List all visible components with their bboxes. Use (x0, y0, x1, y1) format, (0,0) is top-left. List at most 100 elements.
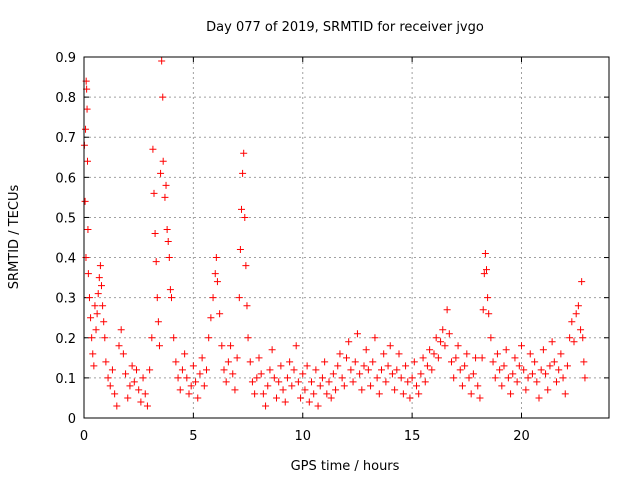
data-point (338, 374, 346, 382)
data-point (373, 374, 381, 382)
data-point (85, 294, 93, 302)
data-point (104, 374, 112, 382)
data-point (241, 213, 249, 221)
data-point (139, 374, 147, 382)
data-point (148, 334, 156, 342)
data-point (82, 125, 90, 133)
data-point (406, 394, 414, 402)
data-point (162, 181, 170, 189)
data-point (513, 378, 521, 386)
data-point (557, 350, 565, 358)
data-point (212, 254, 220, 262)
data-point (528, 370, 536, 378)
data-point (281, 398, 289, 406)
data-point (566, 334, 574, 342)
data-point (290, 366, 298, 374)
data-point (279, 386, 287, 394)
data-point (428, 366, 436, 374)
data-point (321, 358, 329, 366)
data-point (544, 386, 552, 394)
data-point (369, 358, 377, 366)
data-point (434, 354, 442, 362)
data-point (172, 358, 180, 366)
data-point (489, 358, 497, 366)
data-point (255, 354, 263, 362)
data-point (481, 250, 489, 258)
data-point (270, 374, 278, 382)
data-point (395, 350, 403, 358)
data-point (83, 105, 91, 113)
data-point (413, 382, 420, 390)
data-point (480, 270, 488, 278)
data-point (294, 378, 302, 386)
data-point (509, 370, 517, 378)
data-point (165, 254, 173, 262)
data-point (535, 394, 543, 402)
data-point (106, 382, 114, 390)
data-point (419, 354, 427, 362)
data-point (159, 157, 167, 165)
data-point (343, 354, 350, 362)
data-point (297, 394, 305, 402)
y-tick-label: 0.9 (55, 51, 76, 66)
data-point (108, 366, 116, 374)
data-point (334, 362, 342, 370)
data-point (122, 370, 130, 378)
data-point (117, 326, 125, 334)
y-tick-label: 0.2 (55, 332, 76, 347)
data-point (98, 282, 105, 290)
data-point (375, 390, 383, 398)
data-point (216, 310, 224, 318)
data-point (92, 326, 100, 334)
data-point (358, 386, 366, 394)
data-point (93, 310, 101, 318)
x-tick-label: 5 (189, 429, 197, 444)
data-point (421, 378, 429, 386)
data-point (539, 346, 547, 354)
data-point (205, 334, 213, 342)
data-point (240, 149, 248, 157)
data-point (452, 354, 460, 362)
data-point (262, 402, 270, 410)
data-point (163, 225, 171, 233)
data-point (340, 382, 348, 390)
data-point (196, 370, 204, 378)
data-point (347, 366, 355, 374)
data-point (243, 302, 251, 310)
data-point (559, 374, 567, 382)
data-point (578, 278, 586, 286)
data-point (542, 370, 550, 378)
data-point (579, 334, 587, 342)
data-point (580, 358, 588, 366)
data-point (312, 366, 320, 374)
data-point (483, 266, 490, 274)
data-point (443, 306, 451, 314)
data-point (563, 362, 571, 370)
plot-frame (83, 56, 610, 419)
data-point (128, 362, 136, 370)
data-point (397, 374, 405, 382)
data-point (303, 362, 311, 370)
data-point (484, 294, 492, 302)
data-point (332, 386, 340, 394)
data-point (465, 374, 473, 382)
data-point (253, 374, 261, 382)
data-point (485, 310, 493, 318)
data-point (548, 338, 556, 346)
data-point (550, 358, 558, 366)
data-point (286, 358, 294, 366)
data-point (301, 386, 309, 394)
data-point (235, 294, 243, 302)
data-point (351, 358, 359, 366)
data-point (200, 382, 208, 390)
data-point (458, 382, 466, 390)
data-point (367, 382, 375, 390)
data-point (89, 350, 97, 358)
data-point (292, 342, 300, 350)
data-point (474, 382, 482, 390)
data-point (388, 370, 396, 378)
data-point (504, 374, 512, 382)
data-point (84, 157, 91, 165)
x-axis-label: GPS time / hours (291, 459, 400, 474)
